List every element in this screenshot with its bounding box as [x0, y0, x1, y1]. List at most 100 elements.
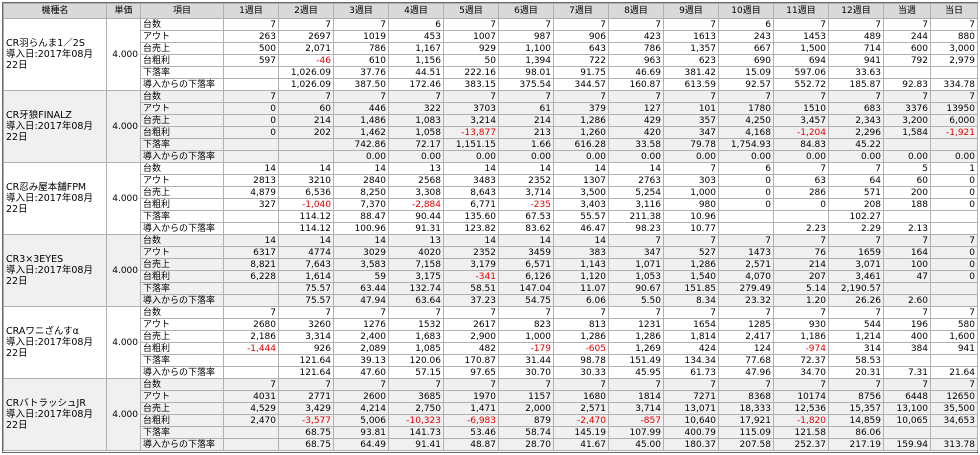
value-cell: 159.94: [883, 438, 931, 451]
value-cell: 7: [223, 18, 279, 31]
item-label: 台売上: [140, 402, 224, 415]
empty-cell: [223, 366, 279, 379]
value-cell: 26.26: [828, 294, 884, 307]
value-cell: 0.00: [828, 150, 884, 163]
value-cell: 57.15: [388, 366, 444, 379]
value-cell: 0.00: [883, 150, 931, 163]
table-row: 下落率 121.64 39.13 120.06 170.87 31.44 98.78 151.…: [4, 354, 978, 367]
value-cell: 941: [828, 54, 884, 67]
item-label: アウト: [140, 318, 224, 331]
value-cell: 14: [223, 162, 279, 175]
value-cell: 6: [388, 18, 444, 31]
value-cell: 14: [553, 162, 609, 175]
value-cell: 1,486: [333, 114, 389, 127]
value-cell: 2840: [333, 174, 389, 187]
item-label: アウト: [140, 174, 224, 187]
empty-cell: [883, 426, 931, 439]
value-cell: 6448: [883, 390, 931, 403]
value-cell: 7: [223, 378, 279, 391]
value-cell: 1,151.15: [443, 138, 499, 151]
value-cell: 75.57: [278, 282, 334, 295]
item-label: 台数: [140, 378, 224, 391]
value-cell: 286: [773, 186, 829, 199]
value-cell: 4,879: [223, 186, 279, 199]
column-header: 12週目: [828, 3, 884, 19]
value-cell: 7: [278, 306, 334, 319]
table-row: CRAワニざんすα 導入日:2017年08月22日 4.000 台数 7 7 7 7 7 7 7 7 7…: [3, 306, 978, 379]
value-cell: 101: [663, 102, 719, 115]
value-cell: 813: [553, 318, 609, 331]
empty-cell: [223, 438, 279, 451]
value-cell: 7: [828, 378, 884, 391]
value-cell: -341: [443, 270, 499, 283]
value-cell: 2.60: [883, 294, 931, 307]
table-row: CR忍み屋本舗FPM 導入日:2017年08月22日 4.000 台数 14 14 14 13…: [3, 162, 978, 235]
item-label: 台粗利: [140, 126, 224, 139]
value-cell: 2.29: [828, 222, 884, 235]
empty-cell: [773, 210, 829, 223]
value-cell: 1.66: [498, 138, 554, 151]
value-cell: 7: [553, 306, 609, 319]
column-header: 11週目: [773, 3, 829, 19]
table-row: CR3×3EYES 導入日:2017年08月22日 4.000 台数 14 14 14 13 1…: [3, 234, 978, 307]
value-cell: 3,314: [278, 330, 334, 343]
value-cell: 3,461: [828, 270, 884, 283]
value-cell: -3,577: [278, 414, 334, 427]
value-cell: 14: [553, 234, 609, 247]
item-label: 台売上: [140, 330, 224, 343]
value-cell: 7: [718, 378, 774, 391]
value-cell: 127: [608, 102, 664, 115]
value-cell: 7: [773, 90, 829, 103]
value-cell: 0.00: [930, 150, 978, 163]
item-label: 台売上: [140, 114, 224, 127]
value-cell: 58.74: [498, 426, 554, 439]
empty-cell: [223, 210, 279, 223]
value-cell: 714: [828, 42, 884, 55]
value-cell: 544: [828, 318, 884, 331]
value-cell: 313.78: [930, 438, 978, 451]
value-cell: 384: [883, 342, 931, 355]
value-cell: 7: [883, 306, 931, 319]
value-cell: 7: [553, 18, 609, 31]
column-header: 機種名: [3, 3, 107, 19]
value-cell: 7: [278, 90, 334, 103]
value-cell: 7: [930, 306, 978, 319]
value-cell: 207: [773, 270, 829, 283]
unit-price: 4.000: [106, 234, 141, 307]
value-cell: 987: [498, 30, 554, 43]
value-cell: 7: [773, 306, 829, 319]
value-cell: 244: [883, 30, 931, 43]
item-label: 導入からの下落率: [140, 222, 224, 235]
value-cell: 527: [663, 246, 719, 259]
empty-cell: [718, 222, 774, 235]
value-cell: 14: [498, 234, 554, 247]
value-cell: 0.00: [553, 150, 609, 163]
empty-cell: [223, 150, 279, 163]
value-cell: 93.81: [333, 426, 389, 439]
value-cell: 980: [663, 198, 719, 211]
value-cell: 7: [498, 306, 554, 319]
value-cell: 1659: [828, 246, 884, 259]
column-header: 当週: [883, 3, 931, 19]
table-row: CR羽らんま1／2S 導入日:2017年08月22日 4.000 台数 7 7 7 6 7 7 7 7…: [3, 18, 978, 91]
value-cell: 7: [388, 90, 444, 103]
value-cell: 214: [278, 114, 334, 127]
value-cell: 7,158: [388, 258, 444, 271]
value-cell: 185.87: [828, 78, 884, 91]
value-cell: 7: [883, 90, 931, 103]
value-cell: 45.00: [608, 438, 664, 451]
intro-date: 導入日:2017年08月22日: [6, 409, 93, 431]
value-cell: 453: [388, 30, 444, 43]
value-cell: 314: [828, 342, 884, 355]
value-cell: 742.86: [333, 138, 389, 151]
value-cell: 91.75: [553, 66, 609, 79]
value-cell: 76: [773, 246, 829, 259]
value-cell: 3,214: [443, 114, 499, 127]
value-cell: 1,000: [663, 186, 719, 199]
table-row: 導入からの下落率 0.00 0.00 0.00 0.00 0.00 0.00 0.00 0.00…: [4, 150, 978, 163]
value-cell: 1453: [773, 30, 829, 43]
table-row: 下落率 114.12 88.47 90.44 135.60 67.53 55.57 211.3…: [4, 210, 978, 223]
value-cell: -1,040: [278, 198, 334, 211]
value-cell: 14,859: [828, 414, 884, 427]
value-cell: 7: [443, 378, 499, 391]
